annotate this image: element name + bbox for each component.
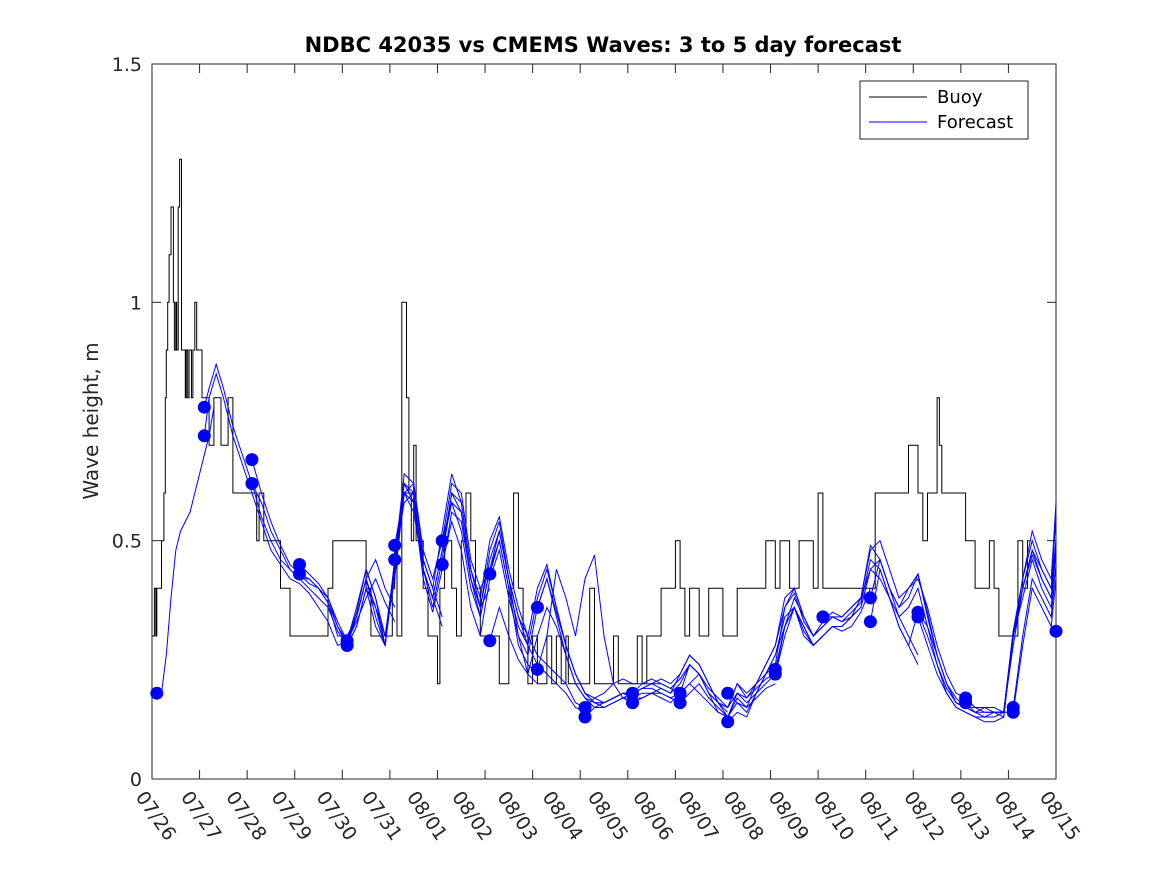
forecast-line: [1012, 578, 1057, 713]
forecast-line: [156, 407, 215, 694]
forecast-start-point: [483, 634, 497, 648]
forecast-start-point: [626, 696, 639, 710]
forecast-line: [965, 550, 1057, 718]
forecast-start-point: [959, 696, 973, 710]
forecast-start-point: [435, 534, 449, 548]
forecast-start-point: [1006, 705, 1020, 719]
y-tick-label: 1.5: [112, 54, 142, 76]
forecast-start-point: [911, 610, 925, 624]
forecast-start-point: [863, 615, 877, 629]
legend-buoy-label: Buoy: [937, 87, 983, 108]
y-axis-label: Wave height, m: [79, 342, 103, 499]
forecast-start-point: [483, 567, 497, 581]
forecast-start-point: [245, 477, 259, 490]
forecast-start-point: [293, 567, 306, 581]
forecast-line: [965, 540, 1057, 714]
forecast-start-point: [530, 600, 544, 614]
forecast-start-point: [816, 610, 830, 624]
y-tick-label: 1: [130, 292, 142, 314]
axes-box: [151, 63, 1057, 780]
forecast-start-point: [245, 453, 259, 467]
forecast-start-point: [530, 662, 544, 676]
forecast-line: [1012, 564, 1057, 708]
forecast-start-point: [721, 715, 735, 729]
chart-title: NDBC 42035 vs CMEMS Waves: 3 to 5 day fo…: [305, 33, 902, 57]
forecast-start-point: [626, 686, 639, 700]
forecast-line: [917, 516, 1057, 723]
forecast-line: [203, 372, 396, 647]
legend: Buoy Forecast: [859, 80, 1029, 140]
forecast-start-point: [388, 553, 402, 567]
forecast-start-point: [197, 429, 211, 443]
forecast-line: [489, 605, 681, 709]
forecast-start-point: [721, 686, 735, 700]
buoy-series: [152, 158, 1030, 685]
forecast-start-point: [150, 686, 164, 700]
forecast-start-point: [340, 639, 354, 652]
forecast-line: [584, 663, 776, 709]
forecast-start-point: [578, 710, 592, 724]
forecast-start-point: [673, 696, 687, 710]
forecast-start-point: [578, 701, 592, 714]
buoy-line: [152, 158, 1030, 685]
y-tick-label: 0.5: [112, 531, 142, 553]
forecast-start-point: [435, 558, 449, 571]
forecast-start-point: [673, 686, 687, 700]
forecast-start-point: [768, 667, 782, 681]
forecast-start-point: [1049, 624, 1063, 638]
legend-box: [859, 80, 1029, 140]
y-tick-label: 0: [130, 769, 142, 791]
forecast-line: [917, 502, 1057, 713]
forecast-start-point: [197, 400, 211, 414]
forecast-line: [774, 539, 966, 699]
forecast-start-point: [293, 558, 306, 571]
forecast-line: [394, 491, 586, 713]
forecast-start-point: [388, 538, 402, 552]
forecast-start-point: [863, 591, 877, 605]
legend-forecast-label: Forecast: [937, 112, 1013, 133]
forecast-line: [394, 473, 586, 708]
forecast-start-markers: [150, 400, 1063, 729]
